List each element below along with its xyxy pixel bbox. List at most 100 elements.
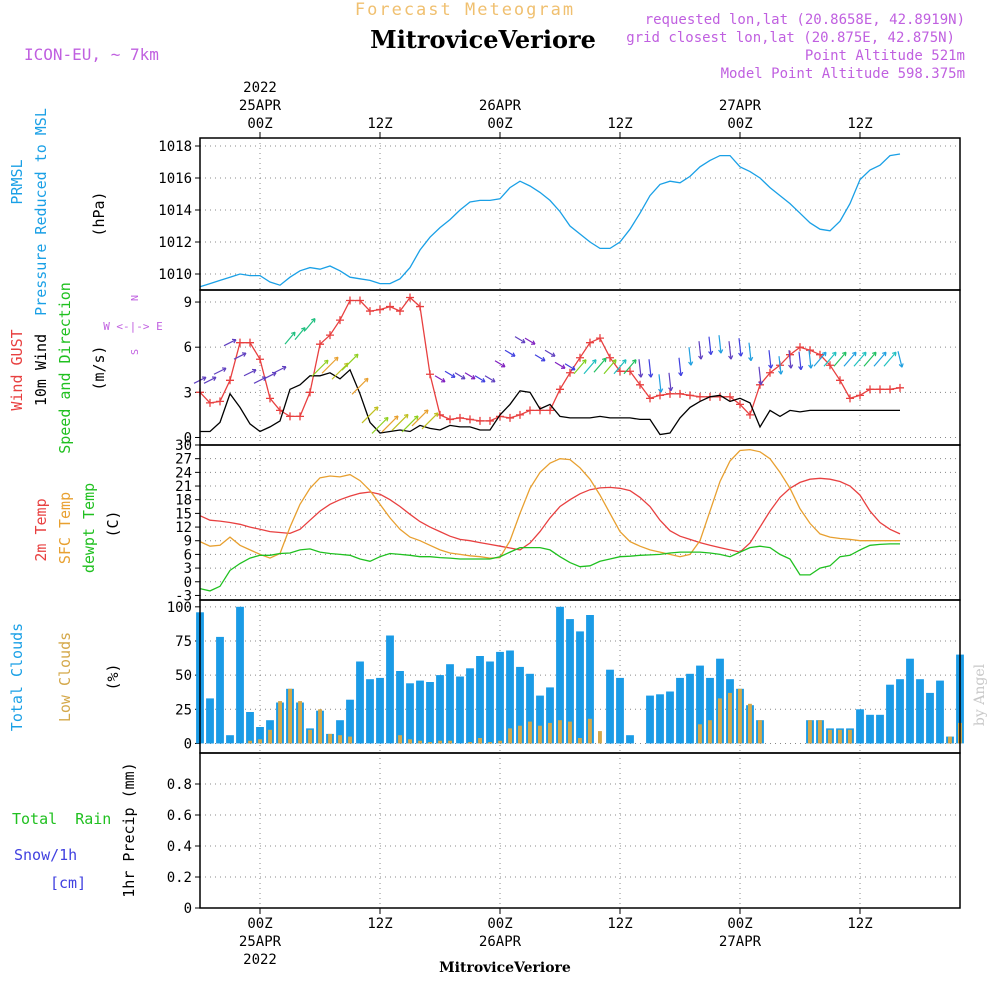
total-cloud-bar bbox=[456, 676, 464, 744]
low-cloud-bar bbox=[818, 720, 822, 744]
wind-arrow-head bbox=[323, 359, 329, 365]
wind-unit-label: (m/s) bbox=[90, 345, 108, 390]
bottom-time-label: 00Z bbox=[487, 916, 512, 932]
ytick-label: 3 bbox=[184, 561, 192, 577]
wind-arrow-shaft bbox=[843, 351, 857, 367]
wind-arrow-head bbox=[480, 377, 486, 383]
wind-arrow-shaft bbox=[444, 370, 456, 378]
wind-arrow-shaft bbox=[421, 412, 439, 430]
wind-arrow-shaft bbox=[524, 337, 536, 345]
total-cloud-bar bbox=[466, 668, 474, 744]
wind-arrow-head bbox=[638, 373, 644, 378]
low-cloud-bar bbox=[518, 725, 522, 744]
wind-arrow-head bbox=[658, 388, 664, 393]
low-cloud-bar bbox=[298, 701, 302, 744]
total-cloud-bar bbox=[226, 735, 234, 744]
gust-marker bbox=[316, 340, 324, 349]
gust-marker bbox=[546, 406, 554, 415]
total-cloud-bar bbox=[356, 661, 364, 744]
top-time-axis: 2022 25APR 00Z 12Z 26APR 00Z 12Z 27APR 00Z 12Z bbox=[239, 80, 873, 138]
gust-marker bbox=[446, 415, 454, 424]
total-cloud-bar bbox=[236, 606, 244, 744]
wind-arrow-shaft bbox=[294, 327, 306, 341]
snow-label: Snow/1h bbox=[14, 846, 77, 864]
gust-marker bbox=[896, 383, 904, 392]
wind-arrow-head bbox=[423, 409, 429, 414]
wind-arrow-shaft bbox=[494, 360, 506, 368]
gust-marker bbox=[836, 376, 844, 385]
gust-marker bbox=[566, 368, 574, 377]
bottom-time-label: 26APR bbox=[479, 934, 522, 950]
ytick-label: 21 bbox=[175, 479, 192, 495]
ytick-label: 12 bbox=[175, 520, 192, 536]
prmsl-label: PRMSL bbox=[8, 159, 26, 204]
gust-marker bbox=[226, 376, 234, 385]
bottom-time-label: 27APR bbox=[719, 934, 762, 950]
wind-arrow-head bbox=[570, 365, 576, 371]
ytick-label: 0 bbox=[184, 736, 192, 752]
wind-arrow-head bbox=[882, 351, 887, 357]
wind-arrow-shaft bbox=[304, 318, 316, 331]
low-cloud-bar bbox=[278, 701, 282, 744]
wind-arrow-shaft bbox=[544, 349, 556, 357]
low-cloud-bar bbox=[448, 740, 452, 744]
gust-marker bbox=[606, 353, 614, 362]
total-cloud-bar bbox=[606, 669, 614, 744]
compass-north: N bbox=[130, 295, 141, 301]
closest-coords: grid closest lon,lat (20.875E, 42.875N) bbox=[626, 30, 955, 46]
low-cloud-bar bbox=[308, 729, 312, 744]
gust-marker bbox=[256, 355, 264, 364]
wind-arrow-head bbox=[842, 351, 847, 357]
total-cloud-bar bbox=[906, 658, 914, 744]
wind10-label: 10m Wind bbox=[32, 334, 50, 406]
temp-labels: 2m Temp SFC Temp dewpt Temp (C) bbox=[32, 483, 122, 573]
wind-arrow-head bbox=[708, 350, 714, 356]
wind-arrow-shaft bbox=[434, 375, 446, 383]
total-cloud-bar bbox=[446, 664, 454, 744]
wind-dir-label: Speed and Direction bbox=[56, 282, 74, 454]
total-cloud-bar bbox=[426, 682, 434, 744]
total-cloud-bar bbox=[916, 679, 924, 744]
gust-marker bbox=[506, 413, 514, 422]
gust-marker bbox=[696, 392, 704, 401]
top-time-label: 00Z bbox=[727, 116, 752, 132]
total-cloud-bar bbox=[496, 651, 504, 744]
model-altitude: Model Point Altitude 598.375m bbox=[721, 66, 965, 82]
footer-location: MitroviceVeriore bbox=[439, 960, 571, 976]
wind-arrow-head bbox=[560, 364, 566, 369]
wind-arrow-head bbox=[440, 377, 446, 383]
bottom-time-label: 12Z bbox=[847, 916, 872, 932]
wind-arrow-shaft bbox=[613, 359, 627, 375]
panel-0: 1010 1012 1014 1016 1018 bbox=[158, 137, 961, 291]
low-cloud-bar bbox=[258, 739, 262, 744]
wind-arrow-shaft bbox=[263, 372, 277, 380]
low-cloud-bar bbox=[748, 703, 752, 744]
pressure-desc-label: Pressure Reduced to MSL bbox=[32, 108, 50, 316]
bottom-time-label: 2022 bbox=[243, 952, 277, 968]
wind-arrow-shaft bbox=[728, 341, 732, 360]
wind-arrow-shaft bbox=[351, 377, 369, 395]
wind-arrow-shaft bbox=[853, 351, 867, 367]
low-cloud-bar bbox=[498, 740, 502, 744]
low-cloud-bar bbox=[508, 728, 512, 744]
gust-marker bbox=[866, 385, 874, 394]
total-cloud-bar bbox=[246, 712, 254, 744]
ytick-label: -3 bbox=[175, 588, 192, 604]
t2m-label: 2m Temp bbox=[32, 498, 50, 561]
gust-marker bbox=[596, 334, 604, 343]
wind-arrow-head bbox=[490, 377, 496, 383]
wind-arrow-shaft bbox=[341, 353, 359, 371]
product-title: Forecast Meteogram bbox=[355, 0, 575, 20]
ytick-label: 0 bbox=[184, 901, 192, 917]
total-cloud-bar bbox=[536, 695, 544, 744]
panel-frame bbox=[199, 752, 961, 909]
wind-arrow-shaft bbox=[454, 372, 466, 380]
wind-arrow-shaft bbox=[213, 367, 227, 375]
wind-arrow-head bbox=[550, 352, 556, 357]
wind-arrow-shaft bbox=[863, 351, 877, 367]
wind-arrow-shaft bbox=[638, 359, 642, 378]
location-title: MitroviceVeriore bbox=[370, 25, 596, 54]
total-cloud-bar bbox=[626, 735, 634, 744]
gust-marker bbox=[456, 413, 464, 422]
wind-arrow-head bbox=[778, 370, 784, 375]
